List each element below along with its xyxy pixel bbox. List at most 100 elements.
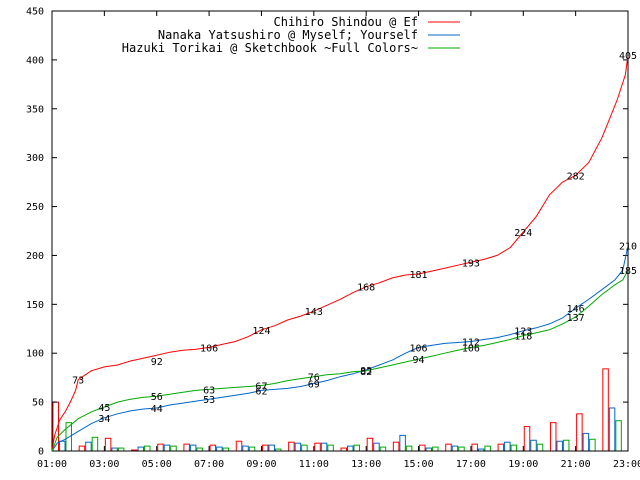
data-label: 62	[255, 386, 267, 397]
data-label: 53	[203, 395, 215, 406]
data-label: 34	[98, 414, 110, 425]
data-label: 123	[514, 327, 532, 338]
hourly-bar	[78, 445, 86, 452]
hourly-bar	[602, 368, 609, 452]
y-tick-label: 400	[26, 55, 44, 66]
data-label: 45	[98, 403, 110, 414]
hourly-bar	[157, 443, 164, 452]
data-label: 118	[514, 332, 532, 343]
data-label: 282	[567, 171, 585, 182]
data-label: 67	[255, 381, 267, 392]
x-tick-label: 05:00	[142, 459, 172, 470]
series-line	[51, 54, 629, 452]
hourly-bar	[347, 445, 354, 452]
data-label: 181	[410, 270, 428, 281]
hourly-bar	[399, 434, 406, 452]
hourly-bar	[170, 445, 177, 452]
hourly-bar	[379, 446, 387, 452]
data-label: 56	[151, 392, 163, 403]
data-label: 193	[462, 258, 480, 269]
data-label: 94	[413, 355, 425, 366]
hourly-bar	[615, 420, 622, 452]
data-label: 92	[151, 357, 163, 368]
hourly-bar	[549, 422, 557, 452]
data-label: 210	[619, 242, 637, 253]
y-tick-label: 100	[26, 349, 44, 360]
hourly-bar	[314, 442, 321, 452]
hourly-bar	[59, 440, 66, 452]
data-label: 82	[360, 367, 372, 378]
hourly-bar	[373, 442, 380, 452]
hourly-bar	[458, 446, 465, 452]
x-tick-label: 01:00	[37, 459, 67, 470]
data-label: 143	[305, 307, 323, 318]
hourly-bar	[137, 446, 145, 452]
hourly-bar	[392, 441, 400, 452]
hourly-bar	[327, 444, 334, 452]
hourly-bar	[523, 426, 531, 452]
data-label: 185	[619, 266, 637, 277]
data-label: 168	[357, 283, 375, 294]
y-tick-label: 50	[32, 398, 44, 409]
hourly-bar	[484, 445, 491, 452]
data-label: 63	[203, 385, 215, 396]
y-tick-label: 300	[26, 153, 44, 164]
y-tick-label: 450	[26, 7, 44, 18]
x-tick-label: 07:00	[194, 459, 224, 470]
legend-label: Chihiro Shindou @ Ef	[274, 15, 419, 29]
hourly-bar	[261, 444, 269, 452]
hourly-bar	[294, 442, 302, 452]
hourly-bar	[405, 445, 413, 452]
data-label: 73	[72, 376, 84, 387]
data-label: 83	[360, 366, 372, 377]
data-label: 137	[567, 313, 585, 324]
x-tick-label: 09:00	[246, 459, 276, 470]
hourly-bar	[235, 440, 243, 452]
hourly-bar	[288, 441, 295, 452]
hourly-bar	[163, 444, 171, 452]
hourly-bar	[530, 439, 537, 452]
hourly-bar	[353, 444, 360, 452]
y-tick-label: 0	[38, 447, 44, 458]
hourly-bar	[320, 442, 328, 452]
hourly-bar	[189, 444, 197, 452]
x-tick-label: 21:00	[561, 459, 591, 470]
hourly-bar	[504, 441, 511, 452]
hourly-bar	[576, 413, 583, 452]
x-tick-label: 23:00	[613, 459, 640, 470]
hourly-bar	[85, 441, 92, 452]
data-label: 124	[252, 326, 270, 337]
data-label: 76	[308, 373, 320, 384]
y-tick-label: 350	[26, 104, 44, 115]
hourly-bar	[562, 439, 570, 452]
hourly-bar	[556, 440, 563, 452]
hourly-bar	[445, 443, 452, 452]
hourly-bar	[183, 443, 190, 452]
hourly-bar	[91, 436, 99, 452]
hourly-bar	[301, 444, 308, 452]
y-tick-label: 200	[26, 251, 44, 262]
data-label: 106	[462, 343, 480, 354]
plot-frame	[51, 10, 629, 452]
legend-label: Nanaka Yatsushiro @ Myself; Yourself	[158, 28, 418, 42]
hourly-bar	[104, 437, 112, 452]
data-label: 106	[200, 343, 218, 354]
hourly-bar	[144, 445, 151, 452]
x-tick-label: 11:00	[299, 459, 329, 470]
data-label: 224	[514, 228, 532, 239]
data-label: 405	[619, 51, 637, 62]
hourly-bar	[248, 446, 256, 452]
x-tick-label: 15:00	[403, 459, 433, 470]
hourly-bar	[419, 444, 426, 452]
hourly-bar	[216, 446, 223, 452]
x-tick-label: 19:00	[508, 459, 538, 470]
y-tick-label: 250	[26, 202, 44, 213]
hourly-bar	[536, 443, 544, 452]
hourly-bar	[432, 446, 439, 452]
data-label: 69	[308, 380, 320, 391]
data-label: 146	[567, 304, 585, 315]
x-tick-label: 13:00	[351, 459, 381, 470]
hourly-bar	[268, 444, 275, 452]
hourly-bar	[471, 443, 478, 452]
